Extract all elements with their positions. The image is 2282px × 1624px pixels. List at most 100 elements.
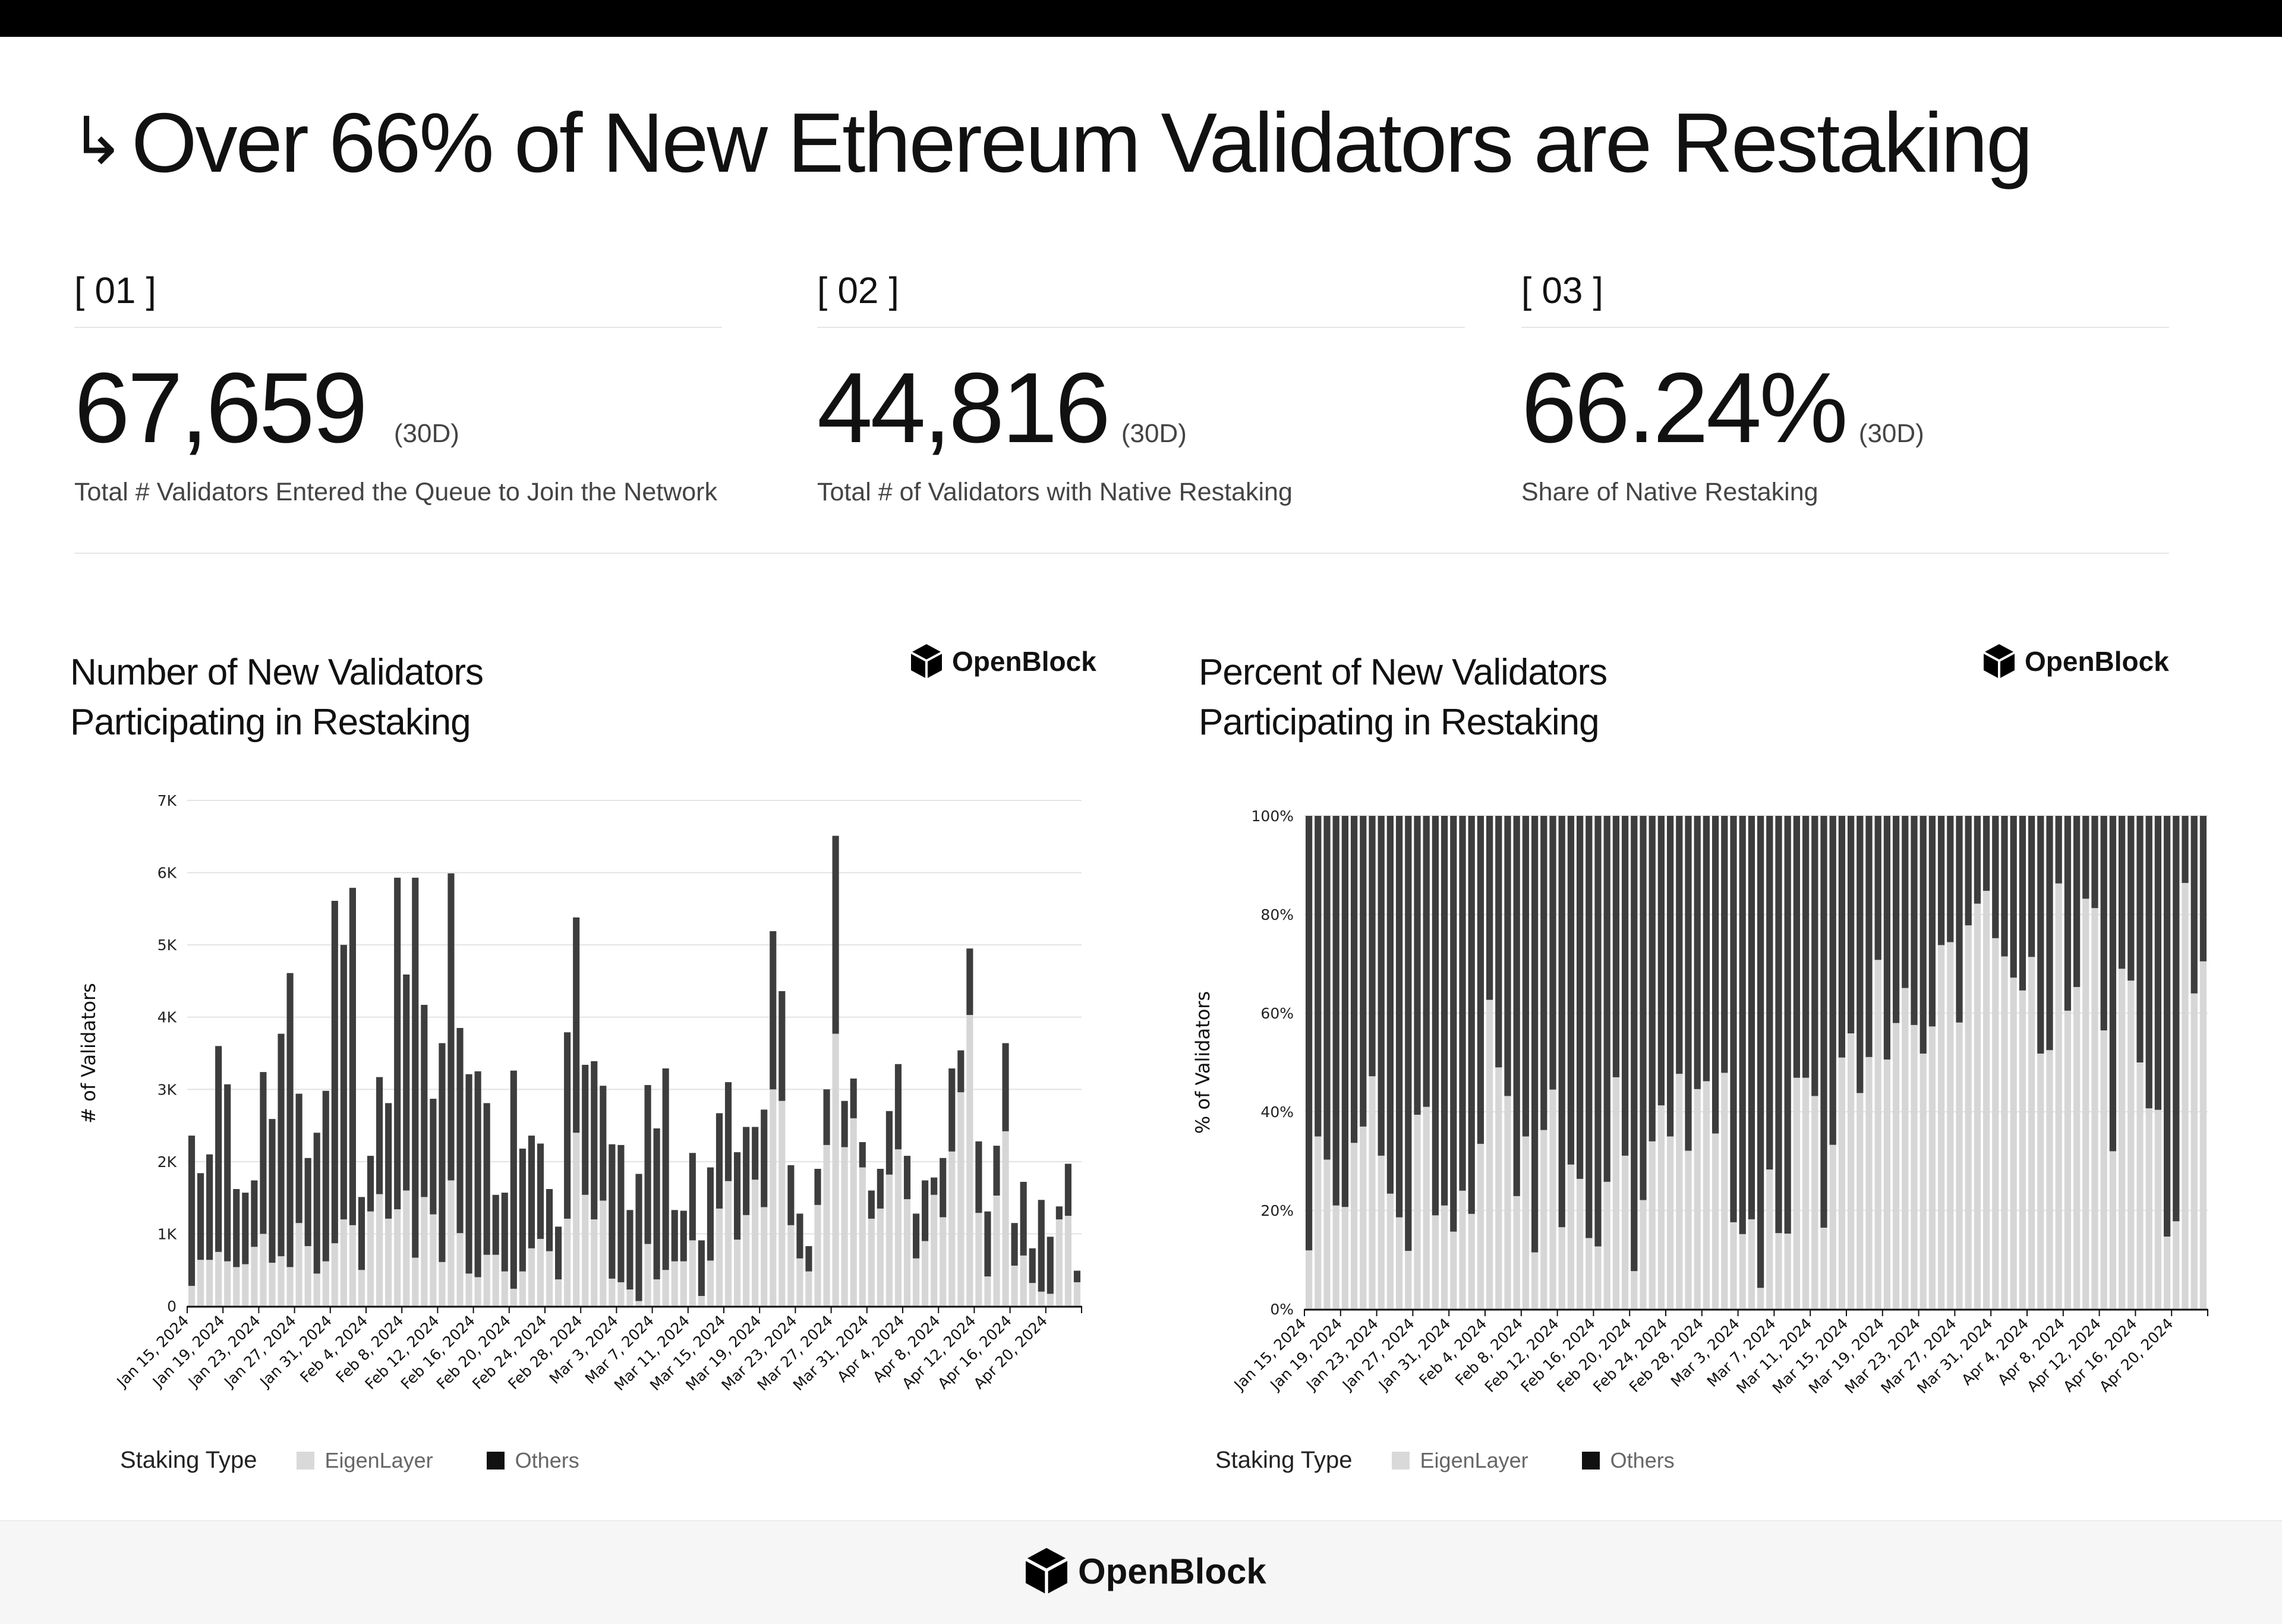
- bar-others: [2109, 816, 2117, 1152]
- bar-eigenlayer: [940, 1217, 947, 1306]
- bar-eigenlayer: [331, 1243, 338, 1306]
- bar-eigenlayer: [2190, 993, 2198, 1309]
- bar-others: [492, 1194, 499, 1255]
- y-tick-label: 20%: [1260, 1202, 1294, 1219]
- chart-title-line: Participating in Restaking: [1199, 702, 1600, 743]
- kpi-card-1: [ 01 ] 67,659 (30D) Total # Validators En…: [74, 267, 722, 507]
- bar-others: [796, 1213, 803, 1259]
- bar-others: [1766, 816, 1773, 1170]
- y-axis-label: % of Validators: [1192, 991, 1214, 1134]
- bar-others: [1567, 816, 1575, 1165]
- bar-others: [698, 1240, 705, 1296]
- bar-others: [689, 1153, 696, 1241]
- chart-title-line: Number of New Validators: [70, 652, 484, 693]
- bar-eigenlayer: [1540, 1130, 1547, 1309]
- bar-eigenlayer: [689, 1240, 696, 1306]
- chart-title-line: Participating in Restaking: [70, 702, 471, 743]
- bar-others: [617, 1144, 625, 1282]
- divider: [74, 327, 722, 328]
- bar-eigenlayer: [957, 1092, 965, 1306]
- bar-eigenlayer: [465, 1273, 472, 1306]
- bar-eigenlayer: [349, 1225, 356, 1306]
- bar-others: [984, 1211, 991, 1277]
- bar-others: [948, 1068, 956, 1152]
- bar-others: [2091, 816, 2098, 909]
- bar-others: [340, 945, 347, 1220]
- bar-eigenlayer: [1739, 1234, 1746, 1309]
- bar-eigenlayer: [295, 1223, 302, 1306]
- bar-eigenlayer: [286, 1267, 294, 1306]
- kpi-index: [ 03 ]: [1521, 270, 1603, 311]
- bar-others: [1721, 816, 1728, 1073]
- bar-others: [752, 1127, 759, 1180]
- kpi-index: [ 02 ]: [817, 270, 899, 311]
- bar-others: [546, 1189, 553, 1251]
- bar-eigenlayer: [439, 1262, 446, 1306]
- bar-others: [743, 1127, 750, 1215]
- kpi-value: 66.24%: [1521, 352, 1848, 463]
- bar-others: [483, 1103, 490, 1255]
- bar-eigenlayer: [1730, 1222, 1737, 1309]
- bar-eigenlayer: [1965, 925, 1972, 1309]
- bar-others: [1992, 816, 1999, 938]
- bar-others: [1386, 816, 1394, 1194]
- bar-eigenlayer: [1694, 1089, 1701, 1309]
- bar-eigenlayer: [635, 1301, 642, 1306]
- bar-eigenlayer: [671, 1261, 678, 1306]
- bar-eigenlayer: [931, 1194, 938, 1306]
- bar-others: [770, 931, 777, 1090]
- bar-eigenlayer: [993, 1195, 1000, 1306]
- bar-eigenlayer: [707, 1260, 714, 1306]
- bar-others: [1047, 1237, 1054, 1294]
- bar-eigenlayer: [823, 1144, 830, 1306]
- bar-others: [313, 1133, 320, 1274]
- y-tick-label: 100%: [1252, 808, 1294, 825]
- bar-eigenlayer: [644, 1244, 651, 1306]
- bar-eigenlayer: [340, 1219, 347, 1306]
- bar-others: [1730, 816, 1737, 1222]
- bar-others: [188, 1136, 196, 1286]
- bar-others: [662, 1068, 669, 1270]
- y-tick-label: 2K: [157, 1153, 177, 1171]
- bar-eigenlayer: [367, 1211, 374, 1306]
- bar-others: [975, 1141, 982, 1213]
- bar-others: [295, 1093, 302, 1223]
- legend-label: Others: [1610, 1448, 1675, 1472]
- bar-others: [707, 1167, 714, 1261]
- y-tick-label: 60%: [1260, 1005, 1294, 1022]
- bar-eigenlayer: [2055, 883, 2062, 1309]
- legend-swatch-eigenlayer: [296, 1451, 314, 1470]
- bar-eigenlayer: [322, 1261, 329, 1306]
- bar-eigenlayer: [376, 1194, 383, 1306]
- bar-others: [1522, 816, 1530, 1137]
- bar-others: [903, 1156, 911, 1200]
- bar-eigenlayer: [1712, 1133, 1719, 1309]
- bar-others: [635, 1174, 642, 1301]
- bar-eigenlayer: [609, 1278, 616, 1306]
- bar-eigenlayer: [975, 1213, 982, 1306]
- divider: [74, 553, 2169, 554]
- bar-others: [1504, 816, 1511, 1096]
- bar-others: [1486, 816, 1493, 1000]
- bar-eigenlayer: [1064, 1216, 1071, 1306]
- bar-eigenlayer: [984, 1276, 991, 1306]
- bar-others: [591, 1061, 598, 1220]
- bar-eigenlayer: [626, 1289, 633, 1306]
- bar-others: [724, 1082, 732, 1181]
- chart-title-left: Number of New Validators Participating i…: [70, 648, 484, 748]
- kpi-period: (30D): [1121, 419, 1187, 448]
- bar-others: [2010, 816, 2017, 978]
- bar-others: [1531, 816, 1539, 1253]
- bar-others: [841, 1100, 848, 1147]
- bar-others: [913, 1213, 920, 1259]
- bar-eigenlayer: [2010, 977, 2017, 1309]
- bar-others: [1649, 816, 1656, 1141]
- bar-others: [1423, 816, 1430, 1107]
- bar-eigenlayer: [1073, 1282, 1081, 1306]
- bar-eigenlayer: [1558, 1227, 1565, 1309]
- bar-eigenlayer: [1829, 1144, 1836, 1309]
- arrow-turn-down-right-icon: ↳: [70, 105, 125, 178]
- bar-others: [1739, 816, 1746, 1234]
- legend-label: EigenLayer: [1420, 1448, 1528, 1472]
- bar-others: [1002, 1043, 1009, 1131]
